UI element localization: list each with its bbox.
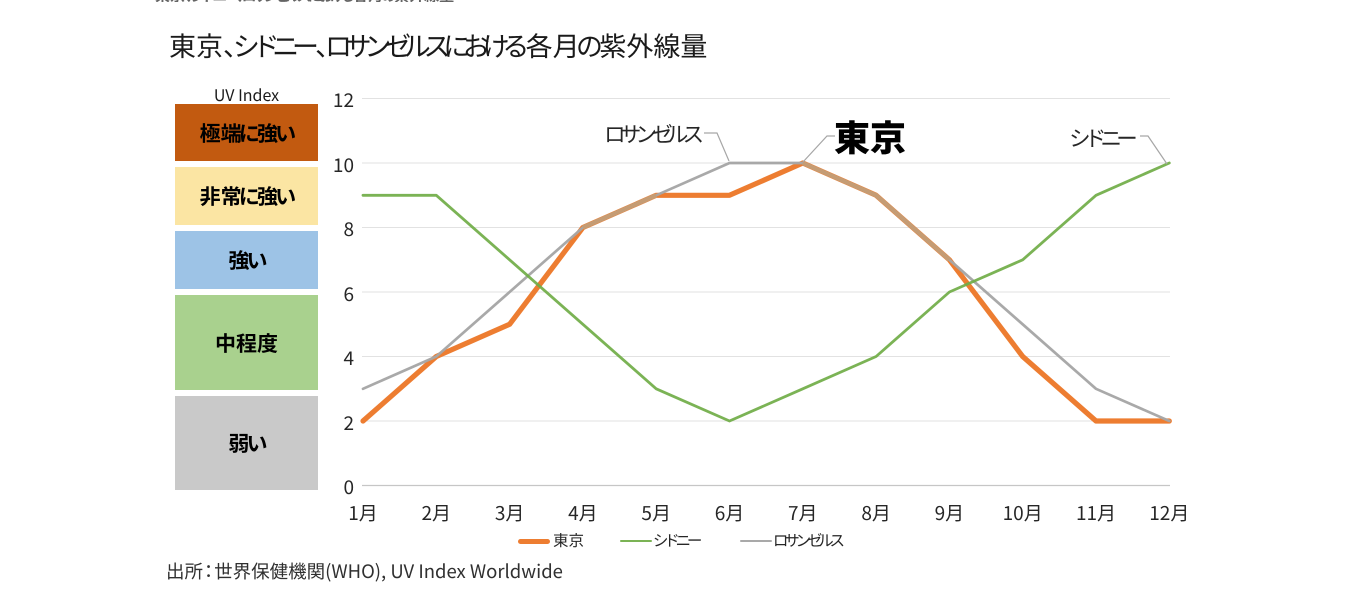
legend-item-0: 東京 [518, 531, 584, 551]
source-note: 出所：世界保健機関(WHO), UV Index Worldwide [166, 558, 563, 584]
x-tick-label-5: 5月 [641, 499, 671, 526]
legend-label-0: 東京 [553, 529, 585, 552]
annotation-label-2: シドニー [1072, 122, 1135, 153]
uv-scale-box-4: 弱い [175, 396, 318, 490]
uv-scale-box-0: 極端に強い [175, 104, 318, 161]
series-line-0 [360, 160, 1172, 424]
legend-item-1: シドニー [620, 531, 700, 551]
series-line-2 [361, 161, 1171, 423]
x-tick-label-11: 11月 [1075, 499, 1117, 526]
uv-scale-box-2: 強い [175, 231, 318, 289]
cropped-text: 東京、シドニー、ロサンゼルスにおける各月の紫外線量 [155, 0, 855, 2]
y-tick-label-6: 6 [343, 279, 354, 307]
series-line-1 [361, 161, 1171, 423]
annotation-connector-0 [704, 132, 730, 162]
x-tick-label-10: 10月 [1002, 499, 1043, 526]
annotation-label-1: 東京 [834, 110, 907, 162]
y-tick-label-10: 10 [332, 150, 354, 178]
legend-label-2: ロサンゼルス [775, 529, 843, 552]
x-tick-label-3: 3月 [494, 499, 525, 526]
uv-scale-box-3: 中程度 [175, 295, 318, 390]
legend-item-2: ロサンゼルス [740, 531, 843, 551]
y-tick-label-4: 4 [343, 344, 354, 371]
x-tick-label-7: 7月 [788, 499, 818, 526]
chart-title: 東京、シドニー、ロサンゼルスにおける各月の紫外線量 [169, 25, 708, 64]
x-tick-label-6: 6月 [714, 499, 745, 526]
x-tick-label-8: 8月 [861, 499, 891, 526]
legend-line-sample-2 [740, 539, 772, 543]
series-overlap-ribbon [801, 160, 951, 262]
legend-line-sample-1 [620, 539, 652, 543]
x-tick-label-9: 9月 [934, 499, 965, 526]
cropped-text-top: 東京、シドニー、ロサンゼルスにおける各月の紫外線量 [155, 0, 855, 2]
y-tick-label-8: 8 [343, 215, 354, 242]
y-tick-label-12: 12 [332, 86, 354, 113]
x-tick-label-1: 1月 [348, 499, 378, 526]
uv-scale-heading: UV Index [213, 82, 280, 106]
y-tick-label-0: 0 [343, 473, 354, 500]
legend-label-1: シドニー [655, 529, 701, 552]
legend-line-sample-0 [518, 538, 550, 544]
annotation-connector-2 [1140, 135, 1168, 165]
annotation-connector-1 [802, 135, 835, 163]
series-overlap-ribbon [581, 193, 658, 230]
annotation-label-0: ロサンゼルス [607, 118, 702, 149]
x-tick-label-4: 4月 [568, 499, 598, 526]
x-tick-label-2: 2月 [421, 499, 452, 526]
y-tick-label-2: 2 [343, 408, 354, 436]
uv-scale-box-1: 非常に強い [175, 167, 318, 225]
x-tick-label-12: 12月 [1149, 499, 1190, 526]
